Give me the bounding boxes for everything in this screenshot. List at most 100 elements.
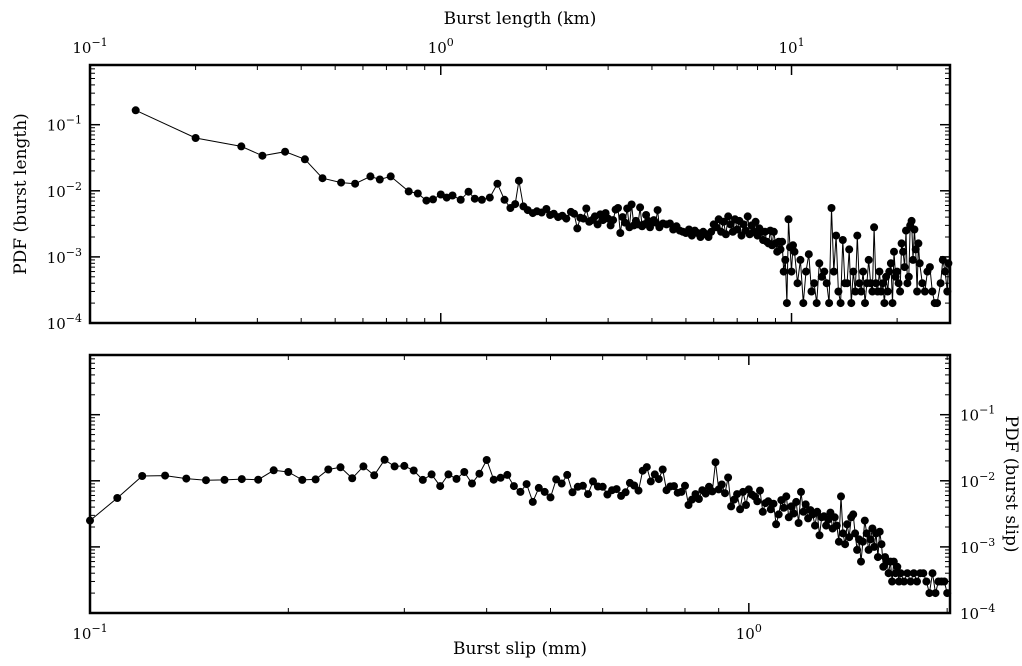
chart-1-data-point <box>452 474 461 483</box>
chart-0-data-point <box>807 287 816 296</box>
chart-0-data-point <box>910 225 919 234</box>
chart-1-data-point <box>843 520 852 529</box>
chart-0-data-point <box>769 227 778 236</box>
chart-1-data-point <box>857 557 865 566</box>
chart-0-data-point <box>337 178 346 187</box>
chart-0-data-point <box>909 255 917 264</box>
chart-0-data-point <box>573 224 582 233</box>
chart-1-data-point <box>546 493 555 502</box>
chart-1-data-point <box>903 569 912 578</box>
chart-1-data-point <box>824 515 833 524</box>
chart-0-data-point <box>836 299 845 308</box>
chart-0-data-point <box>636 203 645 212</box>
chart-0-data-point <box>789 241 797 250</box>
chart-0-data-point <box>562 214 571 223</box>
chart-0-data-point <box>899 247 908 256</box>
chart-1-data-point <box>906 577 915 586</box>
chart-0-data-point <box>925 263 934 272</box>
burst-slip-x-axis-label: Burst slip (mm) <box>453 639 587 659</box>
chart-0-data-point <box>404 187 413 196</box>
chart-1-y-tick-label: 10−3 <box>960 536 995 557</box>
chart-0-data-point <box>779 267 788 276</box>
chart-0-data-point <box>928 287 937 296</box>
chart-0-data-point <box>477 195 486 204</box>
chart-0-data-point <box>820 267 829 276</box>
chart-0-data-point <box>904 272 913 281</box>
chart-0-x-tick-label: 10−1 <box>72 36 107 57</box>
chart-0-data-point <box>829 267 838 276</box>
chart-0-data-point <box>832 231 841 240</box>
chart-1-data-point <box>694 495 703 503</box>
chart-1-data-point <box>851 529 860 538</box>
chart-0-data-point <box>875 267 884 276</box>
chart-0-data-point <box>857 287 866 296</box>
chart-1-data-point <box>578 481 587 490</box>
chart-0-data-point <box>822 279 831 288</box>
chart-0-data-point <box>422 196 431 205</box>
chart-0-data-point <box>375 175 384 184</box>
chart-0-data-point <box>436 190 445 199</box>
chart-1-data-point <box>888 577 897 586</box>
chart-0-data-point <box>897 239 906 248</box>
chart-1-data-point <box>237 475 246 484</box>
chart-1-data-point <box>860 516 869 525</box>
chart-1-x-tick-label: 100 <box>736 622 762 643</box>
chart-1-data-point <box>801 500 810 509</box>
chart-1-data-point <box>509 482 518 491</box>
burst-slip-plot-frame <box>88 353 952 615</box>
chart-0-data-point <box>733 225 742 234</box>
chart-1-data-point <box>875 527 884 536</box>
burst-length-series <box>131 106 953 308</box>
burst-length-ticks: 10−1 100 101 10−4 10−3 10−2 10−1 <box>47 36 950 333</box>
chart-1-data-point <box>348 474 357 483</box>
chart-0-data-point <box>366 172 375 181</box>
chart-0-data-point <box>804 250 813 259</box>
chart-0-data-point <box>627 200 636 209</box>
chart-0-data-point <box>778 237 787 246</box>
chart-1-data-point <box>598 482 607 491</box>
chart-1-data-point <box>642 463 651 472</box>
chart-1-data-point <box>724 473 733 482</box>
chart-1-data-point <box>830 513 839 522</box>
chart-1-data-point <box>409 466 418 475</box>
chart-0-data-point <box>888 299 897 308</box>
chart-0-data-point <box>812 299 821 308</box>
chart-1-data-point <box>489 475 498 484</box>
chart-1-data-point <box>269 466 278 475</box>
chart-1-data-point <box>708 487 717 496</box>
chart-0-data-point <box>914 239 923 248</box>
chart-0-data-point <box>918 279 927 288</box>
chart-0-data-point <box>616 229 625 237</box>
chart-1-data-point <box>589 477 597 486</box>
chart-1-data-point <box>772 520 781 529</box>
chart-1-data-point <box>161 471 170 480</box>
chart-1-y-tick-label: 10−4 <box>960 602 995 623</box>
chart-1-data-point <box>919 569 928 578</box>
chart-1-data-point <box>834 537 843 546</box>
chart-1-y-tick-label: 10−1 <box>960 404 995 425</box>
chart-1-data-point <box>794 519 803 527</box>
chart-0-data-point <box>796 255 805 264</box>
chart-0-data-point <box>724 212 733 221</box>
chart-1-data-point <box>717 480 726 489</box>
chart-1-data-point <box>418 475 427 484</box>
chart-0-data-point <box>782 299 791 308</box>
chart-1-data-point <box>853 545 862 554</box>
chart-1-data-point <box>839 529 847 538</box>
chart-1-data-point <box>584 490 592 499</box>
chart-1-data-point <box>202 476 210 485</box>
chart-0-data-point <box>781 255 790 264</box>
chart-0-data-point <box>799 299 808 308</box>
chart-1-data-point <box>540 487 549 496</box>
chart-1-data-point <box>922 577 931 586</box>
chart-0-data-point <box>776 245 785 254</box>
chart-0-data-point <box>542 205 551 213</box>
chart-1-data-point <box>900 577 908 586</box>
chart-1-data-point <box>822 521 831 530</box>
chart-0-data-point <box>609 216 618 225</box>
chart-1-data-point <box>870 542 879 551</box>
chart-1-data-point <box>896 569 905 578</box>
chart-0-data-point <box>893 267 902 276</box>
chart-1-data-point <box>654 475 663 484</box>
chart-0-data-point <box>500 195 509 204</box>
